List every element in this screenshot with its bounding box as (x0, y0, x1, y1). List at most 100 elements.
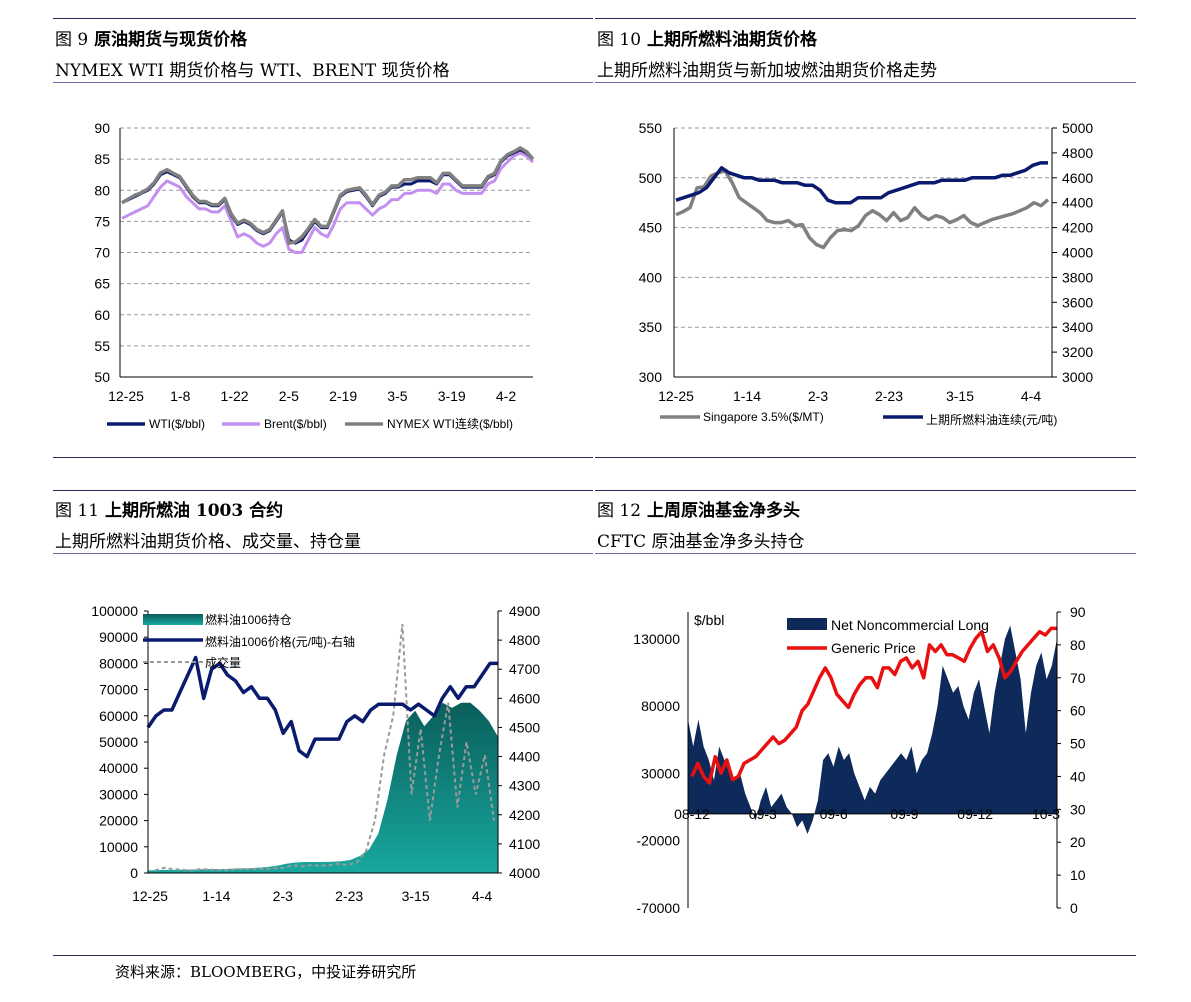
fig9-subtitle: NYMEX WTI 期货价格与 WTI、BRENT 现货价格 (55, 61, 450, 81)
fig11-ytick-left-label: 30000 (99, 786, 138, 802)
fig11-xtick-label: 2-23 (335, 888, 363, 904)
fig11-ytick-right-label: 4700 (509, 661, 540, 677)
fig11-xtick-label: 3-15 (402, 888, 430, 904)
fig11-ytick-right-label: 4600 (509, 690, 540, 706)
fig12-legend-swatch (787, 618, 827, 630)
page-bottom-rule (53, 955, 1136, 956)
fig9-series-line (121, 151, 535, 254)
fig11-legend-label: 成交量 (205, 655, 241, 670)
fig11-ytick-right-label: 4300 (509, 778, 540, 794)
fig12-xtick-label: 08-12 (674, 806, 710, 822)
fig11-ytick-right-label: 4500 (509, 719, 540, 735)
fig10-ytick-right-label: 4400 (1062, 195, 1093, 211)
fig9-legend-label: Brent($/bbl) (264, 417, 327, 431)
fig12-ytick-left-label: 80000 (641, 698, 680, 714)
fig9-legend-label: WTI($/bbl) (149, 417, 205, 431)
fig10-subtitle: 上期所燃料油期货与新加坡燃油期货价格走势 (597, 61, 937, 81)
fig11-ytick-right-label: 4200 (509, 807, 540, 823)
fig10-xtick-label: 3-15 (946, 388, 974, 404)
fig10-ytick-right-label: 4000 (1062, 245, 1093, 261)
fig9-xtick-label: 4-2 (496, 388, 516, 404)
fig11-ytick-left-label: 50000 (99, 734, 138, 750)
fig10-ytick-right-label: 3400 (1062, 319, 1093, 335)
fig10-legend-label: 上期所燃料油连续(元/吨) (926, 412, 1057, 427)
fig9-xtick-label: 3-19 (438, 388, 466, 404)
fig10-ytick-right-label: 3600 (1062, 294, 1093, 310)
fig12-ytick-right-label: 80 (1070, 637, 1086, 653)
panel-bottom-rule (595, 457, 1136, 458)
fig11-title: 图 11 上期所燃油 1003 合约 (55, 501, 284, 521)
fig10-ytick-left-label: 500 (639, 170, 663, 186)
source-note: 资料来源：BLOOMBERG，中投证券研究所 (115, 963, 417, 981)
panel-top-rule (53, 490, 593, 491)
fig10-ytick-left-label: 350 (639, 319, 663, 335)
fig11-ytick-left-label: 60000 (99, 708, 138, 724)
fig12-y-axis-unit: $/bbl (694, 612, 724, 628)
fig9-ytick-label: 55 (94, 338, 110, 354)
fig11-legend-label: 燃料油1006价格(元/吨)-右轴 (205, 634, 355, 649)
fig10-ytick-left-label: 550 (639, 120, 663, 136)
fig11-legend-label: 燃料油1006持仓 (205, 612, 292, 627)
fig12-ytick-left-label: 30000 (641, 765, 680, 781)
fig9-xtick-label: 1-8 (170, 388, 190, 404)
panel-sub-rule (595, 553, 1136, 554)
fig12-legend-label: Generic Price (831, 640, 916, 656)
fig11-legend-swatch (143, 614, 203, 625)
fig9-xtick-label: 2-19 (329, 388, 357, 404)
fig10-ytick-right-label: 5000 (1062, 120, 1093, 136)
fig9-title: 图 9 原油期货与现货价格 (55, 30, 248, 50)
fig12-xtick-label: 09-6 (820, 806, 848, 822)
fig10-title: 图 10 上期所燃料油期货价格 (597, 30, 817, 50)
panel-sub-rule (53, 553, 593, 554)
fig9-xtick-label: 1-22 (221, 388, 249, 404)
fig11-subtitle: 上期所燃料油期货价格、成交量、持仓量 (55, 532, 361, 552)
fig12-xtick-label: 09-12 (957, 806, 993, 822)
fig9-ytick-label: 60 (94, 307, 110, 323)
fig12-ytick-right-label: 10 (1070, 867, 1086, 883)
fig9-ytick-label: 65 (94, 276, 110, 292)
fig12-ytick-left-label: -70000 (636, 900, 680, 916)
fig11-ytick-left-label: 20000 (99, 813, 138, 829)
fig11-xtick-label: 1-14 (202, 888, 230, 904)
fig10-ytick-right-label: 4200 (1062, 220, 1093, 236)
fig9-ytick-label: 75 (94, 213, 110, 229)
fig9-xtick-label: 2-5 (279, 388, 299, 404)
fig12-ytick-right-label: 0 (1070, 900, 1078, 916)
fig12-ytick-right-label: 40 (1070, 768, 1086, 784)
fig10-xtick-label: 12-25 (658, 388, 694, 404)
fig12-legend-label: Net Noncommercial Long (831, 617, 989, 633)
fig12-title: 图 12 上周原油基金净多头 (597, 501, 800, 521)
fig10-series-line (675, 161, 1048, 205)
fig10-ytick-right-label: 3000 (1062, 369, 1093, 385)
fig10-ytick-left-label: 300 (639, 369, 663, 385)
fig11-ytick-left-label: 90000 (99, 629, 138, 645)
fig10-series-line (675, 169, 1050, 250)
fig10-legend-label: Singapore 3.5%($/MT) (703, 410, 824, 424)
fig9-ytick-label: 80 (94, 182, 110, 198)
fig11-open-interest-area (148, 702, 498, 873)
fig10-xtick-label: 4-4 (1021, 388, 1041, 404)
fig10-ytick-right-label: 3800 (1062, 269, 1093, 285)
panel-sub-rule (53, 82, 593, 83)
fig9-legend-label: NYMEX WTI连续($/bbl) (387, 416, 513, 431)
fig10-xtick-label: 2-23 (875, 388, 903, 404)
fig10-ytick-left-label: 400 (639, 269, 663, 285)
fig12-xtick-label: 10-3 (1032, 806, 1060, 822)
fig9-series-line (121, 146, 535, 245)
fig12-ytick-left-label: -20000 (636, 833, 680, 849)
fig11-price-line (146, 655, 498, 759)
fig12-subtitle: CFTC 原油基金净多头持仓 (597, 532, 805, 552)
fig12-ytick-right-label: 30 (1070, 801, 1086, 817)
fig11-xtick-label: 12-25 (132, 888, 168, 904)
fig11-ytick-right-label: 4000 (509, 865, 540, 881)
fig9-xtick-label: 3-5 (387, 388, 407, 404)
fig11-xtick-label: 4-4 (472, 888, 492, 904)
fig11-ytick-left-label: 0 (130, 865, 138, 881)
fig10-xtick-label: 1-14 (733, 388, 761, 404)
fig11-ytick-left-label: 80000 (99, 655, 138, 671)
fig12-ytick-right-label: 60 (1070, 703, 1086, 719)
fig12-xtick-label: 09-9 (890, 806, 918, 822)
